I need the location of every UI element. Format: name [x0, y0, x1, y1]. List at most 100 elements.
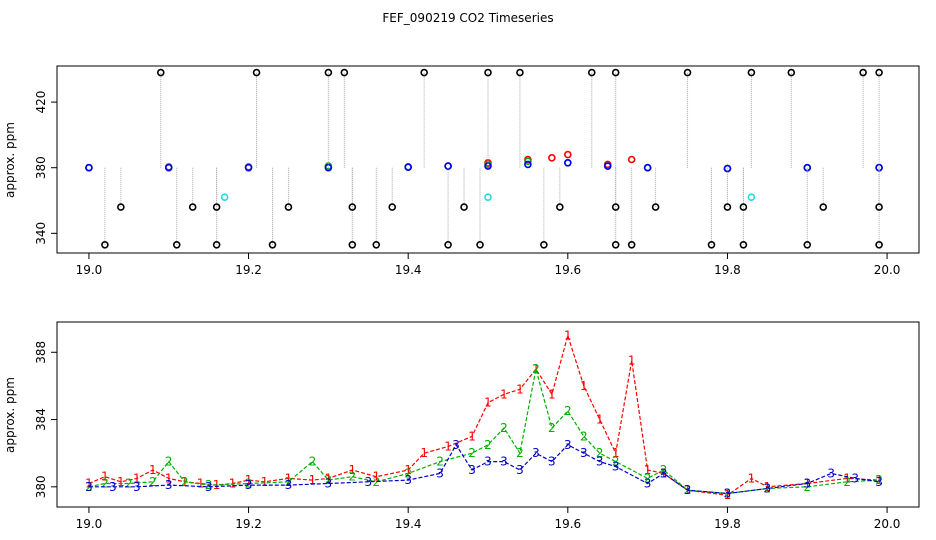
- series-point-label: 1: [532, 362, 540, 376]
- data-point: [484, 68, 492, 77]
- series-point-label: 1: [612, 446, 620, 460]
- series-point-label: 2: [500, 421, 508, 435]
- top-plot-frame: [56, 65, 920, 254]
- series-point-label: 1: [843, 471, 851, 485]
- series-point-label: 3: [564, 438, 572, 452]
- series-point-label: 1: [348, 463, 356, 477]
- data-point: [348, 240, 357, 249]
- data-point: [340, 68, 349, 77]
- series-point-label: 2: [181, 475, 189, 489]
- data-point: [476, 240, 484, 249]
- series-point-label: 2: [644, 471, 652, 485]
- data-point: [611, 203, 620, 211]
- series-point-label: 1: [596, 413, 604, 427]
- data-point: [212, 203, 221, 211]
- series-point-label: 2: [596, 446, 604, 460]
- data-point: [803, 240, 812, 249]
- series-point-label: 3: [436, 466, 444, 480]
- series-point-label: 1: [484, 396, 492, 410]
- series-point-label: 1: [564, 328, 572, 342]
- series-point-label: 2: [101, 476, 109, 490]
- data-point: [875, 240, 883, 249]
- x-tick-label: 19.2: [235, 263, 262, 277]
- data-point: [603, 162, 612, 170]
- series-point-label: 2: [612, 455, 620, 469]
- data-point: [460, 203, 468, 211]
- series-point-label: 3: [109, 480, 117, 494]
- series-point-label: 2: [660, 463, 668, 477]
- data-point: [627, 155, 636, 164]
- data-point: [627, 240, 636, 249]
- series-point-label: 2: [404, 466, 412, 480]
- data-point: [587, 68, 596, 77]
- series-point-label: 3: [764, 482, 772, 496]
- series-point-label: 3: [660, 466, 668, 480]
- series-point-label: 2: [875, 473, 883, 487]
- series-point-label: 1: [724, 488, 732, 502]
- series-point-label: 3: [205, 480, 213, 494]
- x-tick-label: 19.0: [76, 517, 103, 531]
- series-point-label: 3: [827, 466, 835, 480]
- series-point-label: 3: [325, 476, 333, 490]
- series-point-label: 2: [468, 446, 476, 460]
- top-plot-area: 19.0 19.2 19.4 19.6 19.8 20.0 340 380 420: [34, 68, 901, 277]
- series-line: [88, 443, 880, 495]
- series-point-label: 2: [580, 429, 588, 443]
- data-point: [244, 163, 253, 172]
- data-point: [548, 154, 556, 162]
- series-point-label: 1: [309, 473, 317, 487]
- series-point-label: 1: [197, 476, 205, 490]
- data-point: [516, 68, 524, 77]
- series-point-label: 1: [644, 463, 652, 477]
- data-point: [372, 240, 381, 249]
- data-point: [212, 240, 221, 249]
- y-tick-label: 420: [34, 91, 48, 114]
- data-point: [348, 203, 357, 211]
- data-point: [747, 68, 756, 77]
- series-point-label: 2: [285, 475, 293, 489]
- data-point: [404, 163, 412, 172]
- data-point: [564, 150, 572, 159]
- x-tick-label: 19.8: [714, 517, 741, 531]
- series-point-label: 2: [245, 476, 253, 490]
- series-point-label: 3: [612, 460, 620, 474]
- data-point: [556, 203, 564, 211]
- series-point-label: 3: [245, 478, 253, 492]
- series-line: [88, 368, 880, 495]
- data-point: [484, 193, 492, 202]
- data-point: [739, 240, 748, 249]
- series-point-label: 3: [484, 455, 492, 469]
- series-point-label: 1: [580, 379, 588, 393]
- series-point-label: 2: [205, 478, 213, 492]
- series-point-label: 1: [245, 473, 253, 487]
- series-point-label: 1: [261, 475, 269, 489]
- series-point-label: 3: [133, 480, 141, 494]
- series-point-label: 2: [372, 475, 380, 489]
- series-point-label: 1: [325, 471, 333, 485]
- data-point: [284, 203, 293, 211]
- y-tick-label: 380: [34, 156, 48, 179]
- data-point: [875, 203, 883, 211]
- series-point-label: 3: [516, 463, 524, 477]
- bottom-y-axis-label: approx. ppm: [3, 377, 17, 453]
- data-point: [444, 240, 452, 249]
- series-point-label: 3: [532, 446, 540, 460]
- series-point-label: 2: [564, 404, 572, 418]
- y-tick-label: 384: [34, 408, 48, 431]
- data-point: [252, 68, 261, 77]
- data-point: [524, 157, 532, 165]
- data-point: [859, 68, 867, 77]
- data-point: [564, 158, 572, 167]
- x-tick-label: 20.0: [874, 263, 901, 277]
- data-point: [683, 68, 692, 77]
- series-point-label: 3: [580, 446, 588, 460]
- y-tick-label: 340: [34, 222, 48, 245]
- series-point-label: 3: [452, 438, 460, 452]
- series-point-label: 2: [484, 438, 492, 452]
- series-point-label: 2: [165, 455, 173, 469]
- data-point: [540, 240, 548, 249]
- series-point-label: 1: [149, 463, 157, 477]
- data-point: [875, 68, 883, 77]
- series-point-label: 1: [420, 446, 428, 460]
